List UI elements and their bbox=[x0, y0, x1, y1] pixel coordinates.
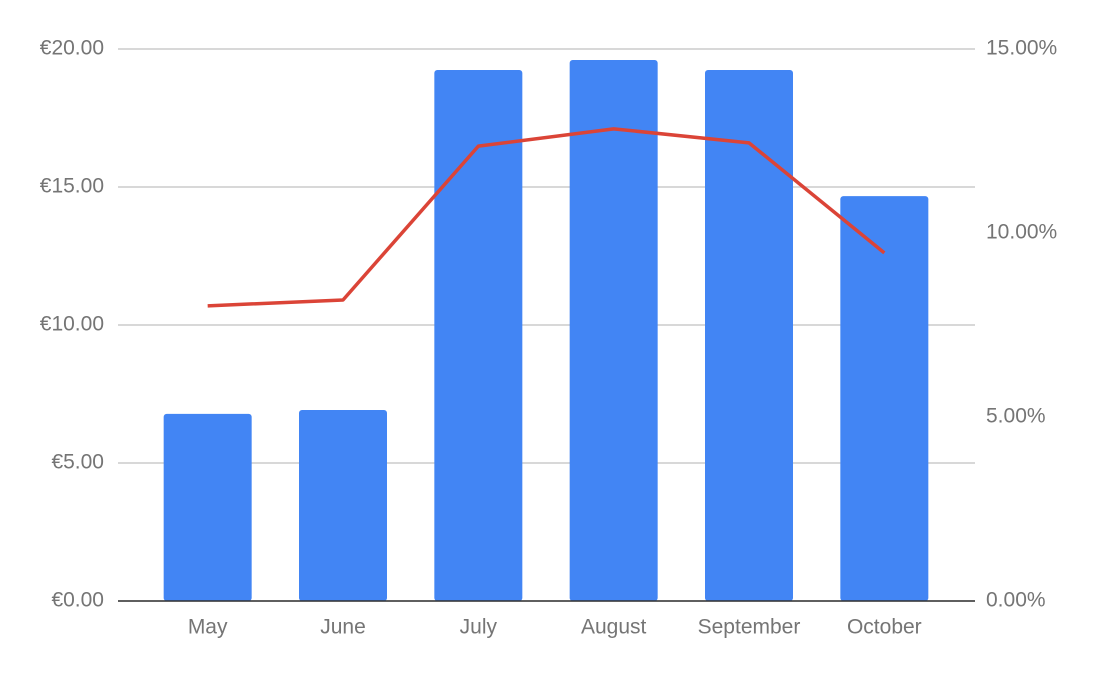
x-tick-label: September bbox=[698, 616, 801, 639]
line bbox=[207, 127, 886, 308]
x-tick-label: June bbox=[320, 616, 366, 639]
x-tick-label: August bbox=[581, 616, 647, 639]
y-tick-label: €10.00 bbox=[40, 313, 104, 336]
y-tick-label: €0.00 bbox=[51, 589, 104, 612]
bar bbox=[299, 410, 387, 601]
y-tick-label: €15.00 bbox=[40, 175, 104, 198]
x-tick-label: May bbox=[188, 616, 228, 639]
y2-tick-label: 0.00% bbox=[986, 589, 1046, 612]
x-tick-label: July bbox=[460, 616, 498, 639]
bar bbox=[163, 413, 252, 601]
bar bbox=[569, 60, 658, 602]
y2-tick-label: 15.00% bbox=[986, 37, 1057, 60]
bar bbox=[434, 69, 523, 601]
y2-tick-label: 10.00% bbox=[986, 221, 1057, 244]
y-tick-label: €20.00 bbox=[40, 37, 104, 60]
x-tick-label: October bbox=[847, 616, 922, 639]
bar bbox=[705, 69, 793, 601]
y-tick-label: €5.00 bbox=[51, 451, 104, 474]
bar bbox=[840, 196, 929, 601]
y2-tick-label: 5.00% bbox=[986, 405, 1046, 428]
